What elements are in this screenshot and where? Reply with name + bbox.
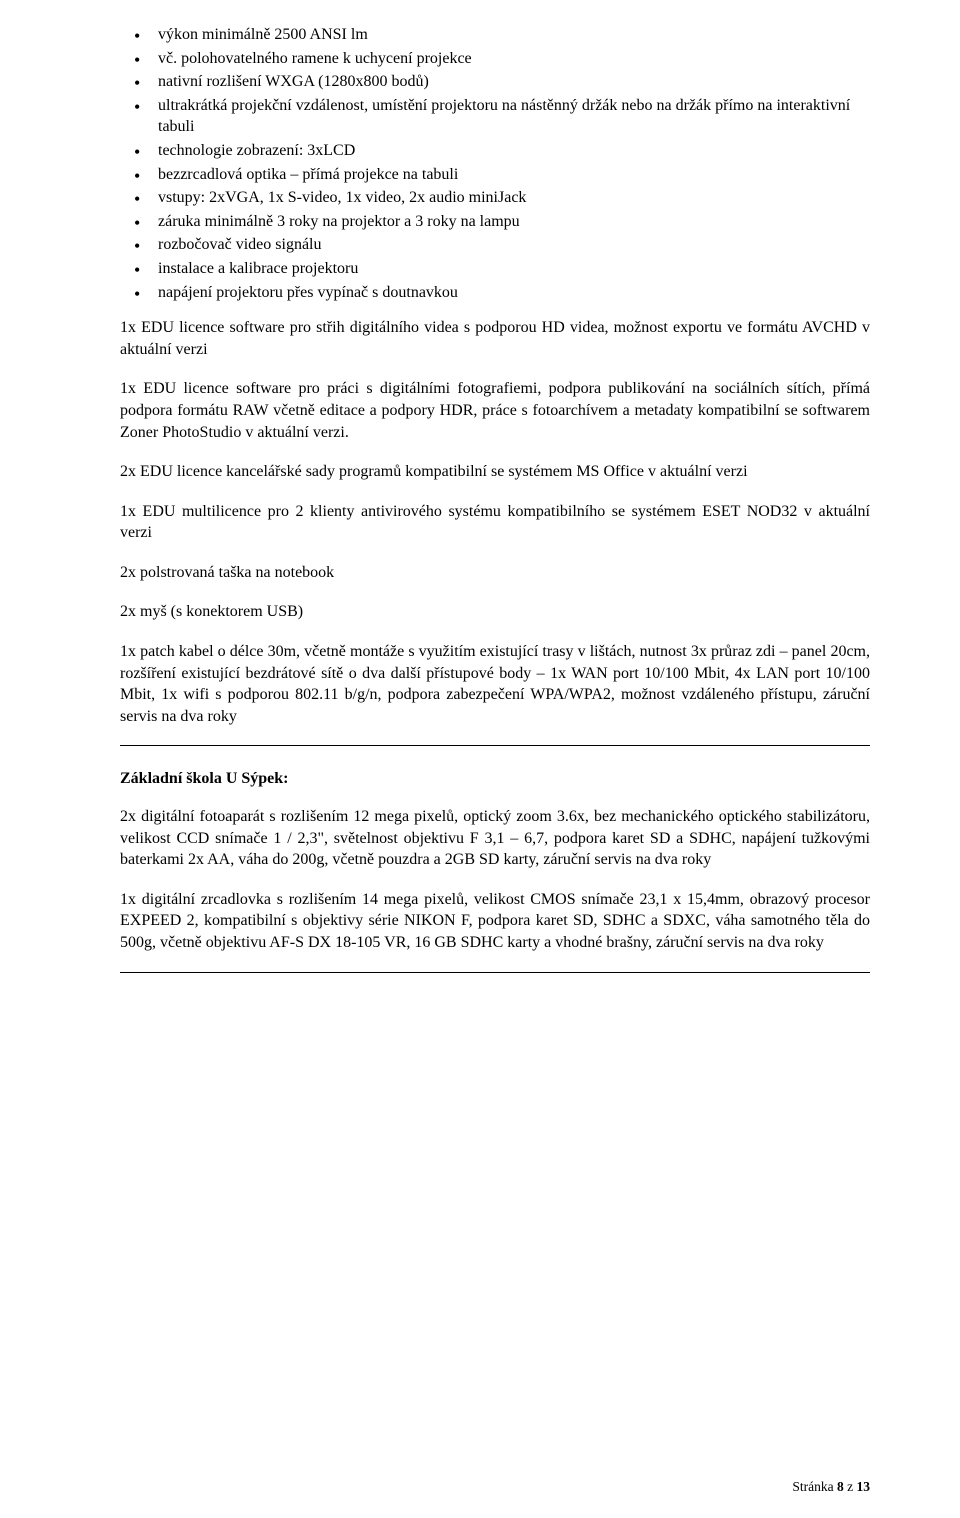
paragraph-mouse-usb: 2x myš (s konektorem USB) [120,601,870,623]
paragraph-edu-photo: 1x EDU licence software pro práci s digi… [120,378,870,443]
paragraph-edu-antivirus: 1x EDU multilicence pro 2 klienty antivi… [120,501,870,544]
paragraph-edu-video: 1x EDU licence software pro střih digitá… [120,317,870,360]
paragraph-camera-dslr: 1x digitální zrcadlovka s rozlišením 14 … [120,889,870,954]
spec-bullet-list: výkon minimálně 2500 ANSI lm vč. polohov… [120,24,870,303]
list-item: záruka minimálně 3 roky na projektor a 3… [120,211,870,233]
list-item: výkon minimálně 2500 ANSI lm [120,24,870,46]
footer-prefix: Stránka [792,1479,837,1494]
list-item: technologie zobrazení: 3xLCD [120,140,870,162]
footer-mid: z [844,1479,857,1494]
paragraph-patch-cable: 1x patch kabel o délce 30m, včetně montá… [120,641,870,727]
footer-page-number: 8 [837,1479,844,1494]
footer-total-pages: 13 [857,1479,871,1494]
list-item: instalace a kalibrace projektoru [120,258,870,280]
list-item: ultrakrátká projekční vzdálenost, umístě… [120,95,870,138]
list-item: rozbočovač video signálu [120,234,870,256]
list-item: vč. polohovatelného ramene k uchycení pr… [120,48,870,70]
paragraph-notebook-bag: 2x polstrovaná taška na notebook [120,562,870,584]
list-item: vstupy: 2xVGA, 1x S-video, 1x video, 2x … [120,187,870,209]
paragraph-edu-office: 2x EDU licence kancelářské sady programů… [120,461,870,483]
page-footer: Stránka 8 z 13 [792,1478,870,1496]
section-title-usypek: Základní škola U Sýpek: [120,768,870,790]
section-divider-bottom [120,972,870,973]
list-item: napájení projektoru přes vypínač s doutn… [120,282,870,304]
paragraph-camera-compact: 2x digitální fotoaparát s rozlišením 12 … [120,806,870,871]
section-divider [120,745,870,746]
list-item: nativní rozlišení WXGA (1280x800 bodů) [120,71,870,93]
list-item: bezzrcadlová optika – přímá projekce na … [120,164,870,186]
